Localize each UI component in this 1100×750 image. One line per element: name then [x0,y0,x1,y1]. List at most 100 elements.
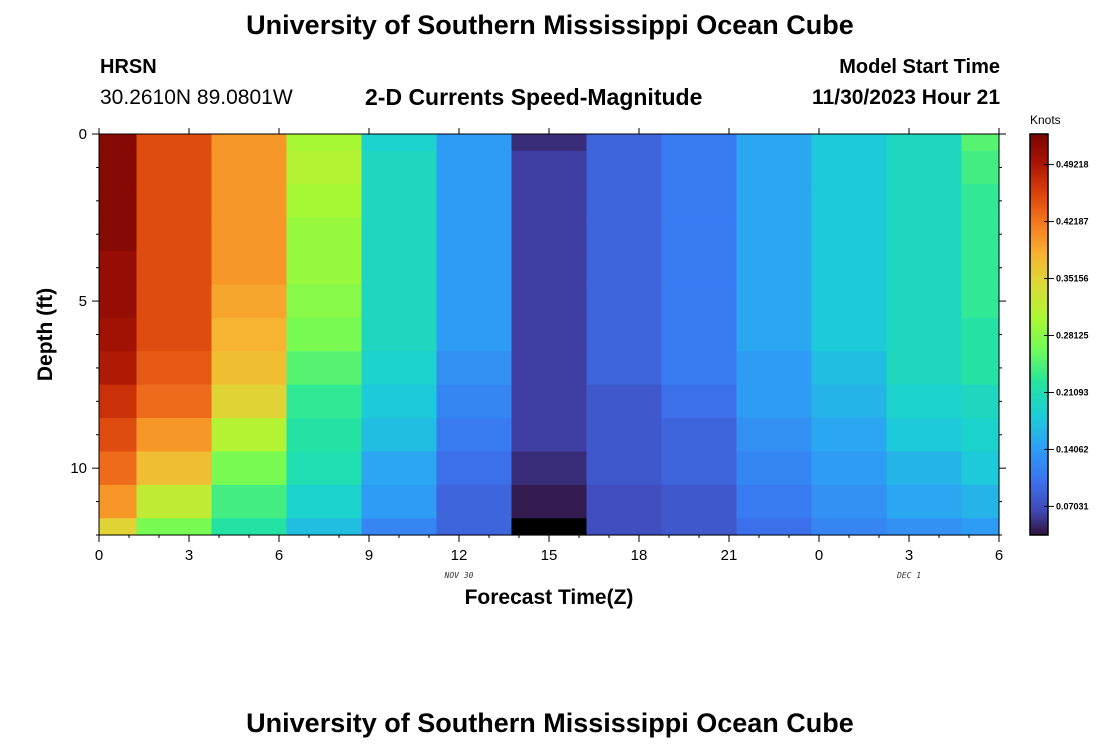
heatmap-cell [436,518,513,536]
heatmap-cell [811,518,888,536]
heatmap-cell [511,418,588,453]
heatmap-cell [211,418,288,453]
heatmap-cell [286,451,363,486]
heatmap-cell [586,384,663,419]
heatmap-cell [286,351,363,386]
heatmap-cell [211,217,288,252]
heatmap-cell [586,418,663,453]
y-tick-label: 5 [79,293,87,310]
heatmap-cell [511,384,588,419]
heatmap-cell [99,217,138,252]
x-tick-label: 21 [721,547,738,564]
heatmap-cell [99,384,138,419]
heatmap-cell [361,217,438,252]
heatmap-cell [661,217,738,252]
x-tick-label: 6 [995,547,1003,564]
heatmap-cell [586,250,663,285]
heatmap-cell [811,384,888,419]
heatmap-cell [211,351,288,386]
heatmap-cell [99,184,138,219]
heatmap-cell [211,451,288,486]
x-tick-label: 6 [275,547,283,564]
heatmap-cell [961,184,1000,219]
station-name: HRSN [100,56,157,78]
heatmap-cell [586,518,663,536]
heatmap-cell [211,284,288,319]
heatmap-cell [136,351,213,386]
heatmap-cell [811,451,888,486]
heatmap-cell [136,518,213,536]
heatmap-cell [961,284,1000,319]
heatmap-cell [961,484,1000,519]
colorbar-tick-label: 0.21093 [1056,387,1089,397]
heatmap-cell [136,184,213,219]
heatmap-cell [661,317,738,352]
heatmap-cell [211,134,288,152]
heatmap-cell [811,418,888,453]
y-tick-label: 0 [79,126,87,143]
heatmap-cell [886,284,963,319]
heatmap-cell [211,250,288,285]
heatmap-cell [136,217,213,252]
heatmap-cell [961,150,1000,185]
heatmap-cell [136,484,213,519]
heatmap-cell [211,384,288,419]
heatmap-cell [136,250,213,285]
heatmap-cell [736,184,813,219]
heatmap-cell [736,451,813,486]
heatmap-cell [286,150,363,185]
heatmap-cell [586,184,663,219]
heatmap-cell [99,451,138,486]
heatmap-cell [361,134,438,152]
heatmap-cell [811,217,888,252]
heatmap-cell [436,250,513,285]
heatmap-cell [511,518,588,536]
heatmap-cell [361,351,438,386]
heatmap-cell [99,518,138,536]
heatmap-cell [286,284,363,319]
x-tick-label: 15 [541,547,558,564]
heatmap-cell [361,384,438,419]
heatmap-cell [736,134,813,152]
heatmap-cell [99,134,138,152]
model-start-value: 11/30/2023 Hour 21 [812,86,1000,109]
heatmap-cell [811,150,888,185]
y-tick-label: 10 [70,460,87,477]
colorbar-tick-label: 0.42187 [1056,217,1089,227]
x-tick-label: 3 [905,547,913,564]
heatmap-cell [436,384,513,419]
colorbar-tick-label: 0.35156 [1056,274,1089,284]
heatmap-cell [361,150,438,185]
heatmap-cell [586,451,663,486]
heatmap-cell [361,451,438,486]
heatmap-cell [136,284,213,319]
heatmap-cell [736,217,813,252]
heatmap-cell [661,384,738,419]
heatmap-cell [661,451,738,486]
heatmap-cell [361,418,438,453]
heatmap-cell [661,150,738,185]
heatmap-cell [736,484,813,519]
heatmap-cell [961,384,1000,419]
heatmap-cell [961,250,1000,285]
heatmap-cell [661,418,738,453]
x-date-label: NOV 30 [444,571,474,580]
heatmap-cell [286,384,363,419]
heatmap-cell [886,134,963,152]
heatmap-cell [661,351,738,386]
x-tick-label: 0 [95,547,103,564]
heatmap-cell [886,518,963,536]
heatmap-cell [286,518,363,536]
heatmap-cell [961,518,1000,536]
heatmap-cell [511,317,588,352]
station-coordinates: 30.2610N 89.0801W [100,86,293,109]
heatmap-cell [211,150,288,185]
heatmap-cell [961,317,1000,352]
heatmap-cell [586,317,663,352]
heatmap-cell [661,134,738,152]
heatmap-cell [136,418,213,453]
heatmap-cell [736,150,813,185]
heatmap-cell [661,250,738,285]
heatmap-cell [286,184,363,219]
model-start-label: Model Start Time [839,56,1000,78]
